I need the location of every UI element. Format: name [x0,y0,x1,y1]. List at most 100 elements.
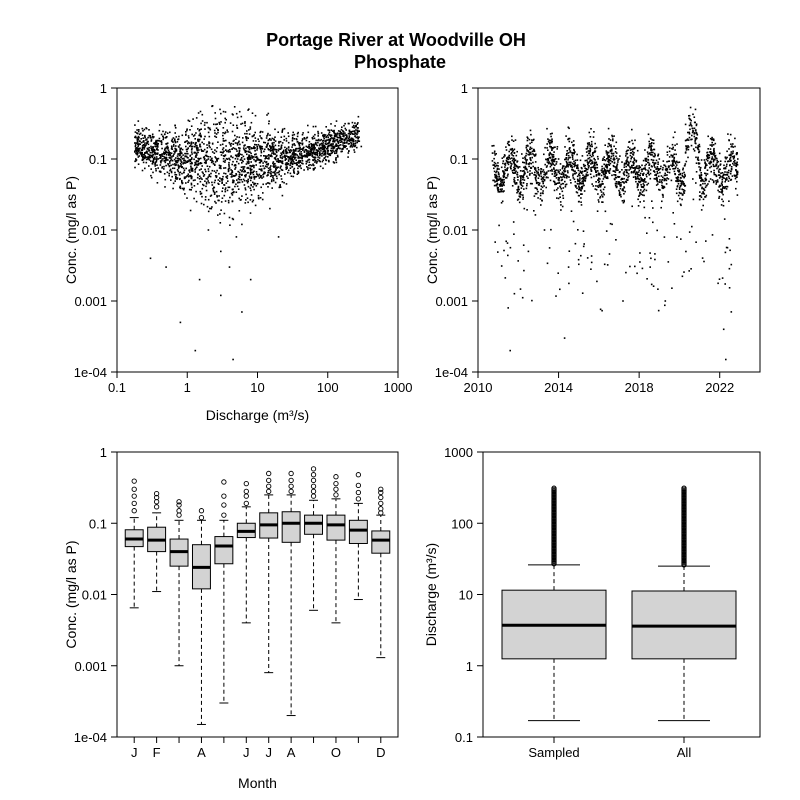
data-point [208,173,211,176]
data-point [687,131,689,134]
data-point [160,161,162,164]
data-point [231,171,233,173]
data-point [298,142,301,144]
data-point [234,164,237,167]
data-point [156,139,159,142]
data-point [542,190,544,192]
data-point [235,183,237,185]
data-point [502,183,505,186]
data-point [678,191,681,194]
data-point [523,269,525,272]
data-point [663,177,666,180]
data-point [625,169,628,172]
data-point [585,151,588,153]
data-point [573,178,576,181]
data-point [263,160,266,163]
data-point [333,162,336,164]
data-point [553,160,556,163]
data-point [657,168,660,170]
data-point [134,136,136,139]
data-point [504,277,507,279]
data-point [291,138,294,140]
data-point [231,148,233,150]
data-point [234,185,236,188]
data-point [653,164,655,167]
data-point [198,169,201,171]
data-point [261,131,264,133]
data-point [612,139,614,142]
data-point [636,173,639,176]
data-point [144,144,147,147]
data-point [151,150,154,152]
data-point [212,190,215,193]
data-point [698,166,700,168]
data-point [219,108,221,111]
data-point [263,141,265,144]
data-point [220,112,222,115]
data-point [655,168,658,170]
data-point [550,159,553,162]
data-point [178,135,180,138]
data-point [311,147,313,149]
data-point [174,127,177,129]
data-point [234,157,237,160]
data-point [642,159,645,162]
data-point [179,154,182,156]
data-point [316,153,318,155]
data-point [146,152,148,154]
data-point [626,152,629,155]
data-point [664,174,667,177]
data-point [728,238,731,240]
data-point [584,164,587,167]
data-point [150,137,152,139]
data-point [712,165,715,168]
data-point [616,157,618,160]
data-point [495,171,497,174]
data-point [722,200,724,203]
data-point [549,143,551,145]
data-point [666,160,668,163]
data-point [634,175,637,178]
data-point [261,145,263,148]
data-point [574,162,576,164]
data-point [533,195,536,197]
data-point [712,153,715,156]
data-point [310,150,312,153]
data-point [682,167,684,170]
data-point [580,254,582,257]
data-point [667,165,670,168]
data-point [640,193,643,195]
data-point [676,177,678,180]
data-point [301,133,304,136]
data-point [728,154,731,156]
data-point [329,138,331,141]
data-point [182,167,185,170]
data-point [321,146,324,149]
data-point [596,166,599,169]
data-point [559,201,562,203]
data-point [154,153,156,156]
data-point [221,148,224,151]
data-point [671,165,673,168]
data-point [230,172,233,174]
data-point [647,170,650,173]
outlier [176,512,182,518]
data-point [245,147,247,150]
data-point [191,167,193,170]
data-point [190,158,193,160]
data-point [705,158,708,161]
data-point [232,147,235,149]
data-point [240,115,243,118]
data-point [155,168,157,170]
data-point [241,159,244,162]
data-point [183,176,186,178]
data-point [228,167,230,170]
data-point [241,162,243,164]
data-point [312,125,315,128]
data-point [600,174,603,177]
data-point [150,168,152,170]
data-point [231,191,234,194]
outlier [176,502,182,508]
data-point [355,136,357,139]
